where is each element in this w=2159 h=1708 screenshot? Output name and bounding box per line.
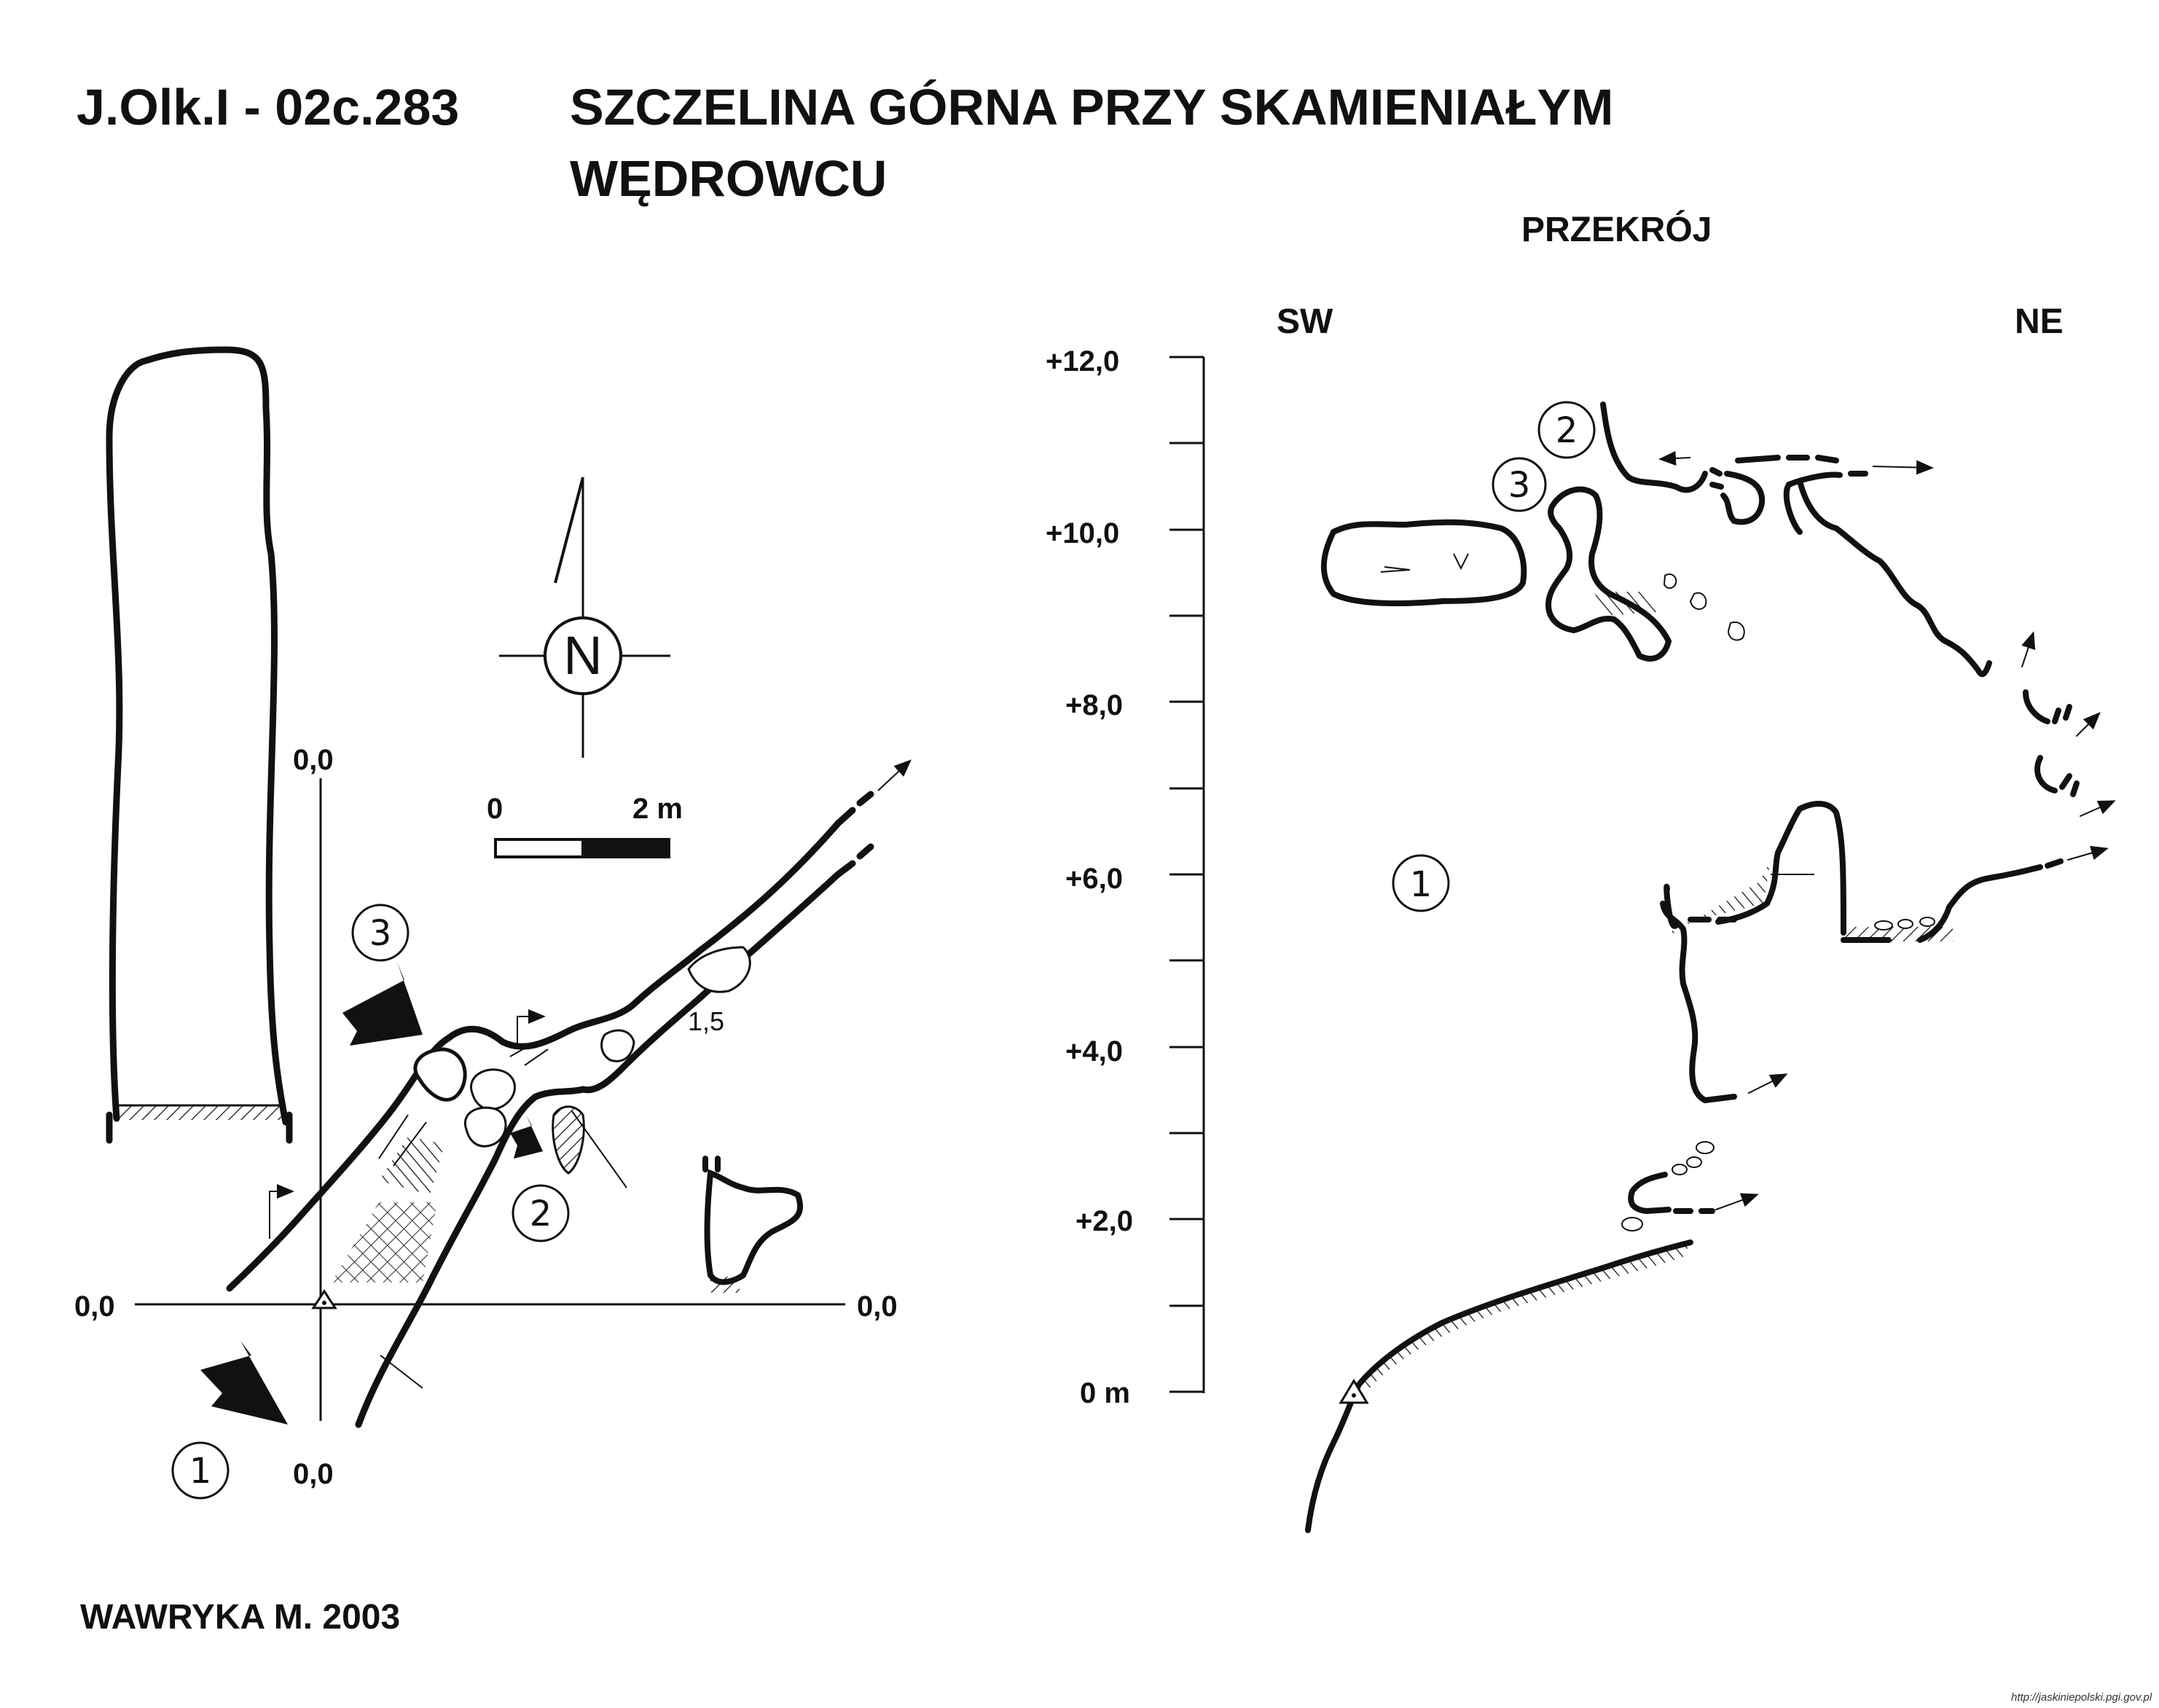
- plan-small-chamber: [702, 1156, 804, 1293]
- elev-label-2: +2,0: [1075, 1205, 1133, 1237]
- elev-label-0: 0 m: [1080, 1377, 1130, 1409]
- section-marker-2: 2: [1556, 410, 1578, 451]
- section-mid-slope-hatch: [1669, 860, 1771, 936]
- section-right-wall: [1797, 478, 2116, 817]
- plan-axis-right-label: 0,0: [857, 1290, 898, 1323]
- elev-label-12: +12,0: [1046, 345, 1120, 377]
- direction-ne: NE: [2015, 302, 2064, 341]
- author-credit: WAWRYKA M. 2003: [80, 1598, 401, 1637]
- plan-marker-1: 1: [189, 1451, 212, 1492]
- plan-profile-chamber: [106, 346, 293, 1144]
- north-arrow: N: [499, 477, 670, 758]
- cave-code: J.Olk.I - 02c.283: [77, 79, 460, 136]
- section-elevation-axis: [1169, 356, 1205, 1393]
- scale-bar: [494, 838, 670, 858]
- north-label: N: [563, 625, 602, 686]
- depth-note: 1,5: [688, 1006, 725, 1036]
- cave-name-line1: SZCZELINA GÓRNA PRZY SKAMIENIAŁYM: [570, 79, 1614, 136]
- plan-axes: [135, 778, 845, 1421]
- section-floor-profile: [1305, 1239, 1693, 1533]
- section-marker-3: 3: [1508, 465, 1531, 506]
- plan-axis-left-label: 0,0: [74, 1290, 115, 1323]
- plan-axis-top-label: 0,0: [293, 744, 334, 776]
- plan-marker-3: 3: [369, 913, 392, 954]
- direction-sw: SW: [1277, 302, 1333, 341]
- section-mid-floor-hatch: [1843, 927, 1953, 941]
- plan-marker-2: 2: [530, 1194, 552, 1234]
- elev-label-8: +8,0: [1065, 689, 1123, 721]
- section-markers: 1 2 3: [1392, 401, 1596, 912]
- section-title: PRZEKRÓJ: [1521, 211, 1712, 249]
- cave-name-line2: WĘDROWCU: [570, 150, 887, 207]
- source-url: http://jaskiniepolski.pgi.gov.pl: [2011, 1691, 2152, 1704]
- scale-start-label: 0: [487, 793, 503, 825]
- elev-label-10: +10,0: [1046, 517, 1120, 549]
- section-upper-passages: [1320, 401, 1934, 662]
- plan-cave-passage: [226, 759, 912, 1428]
- scale-end-label: 2 m: [632, 793, 683, 825]
- plan-entrance-arrows: [200, 962, 543, 1425]
- elev-label-6: +6,0: [1065, 863, 1123, 895]
- plan-axis-bottom-label: 0,0: [293, 1458, 334, 1490]
- plan-entrance-labels: 1 2 3: [171, 904, 570, 1500]
- section-marker-1: 1: [1410, 864, 1433, 905]
- section-pebbles: [1621, 917, 1935, 1231]
- elev-label-4: +4,0: [1065, 1035, 1123, 1068]
